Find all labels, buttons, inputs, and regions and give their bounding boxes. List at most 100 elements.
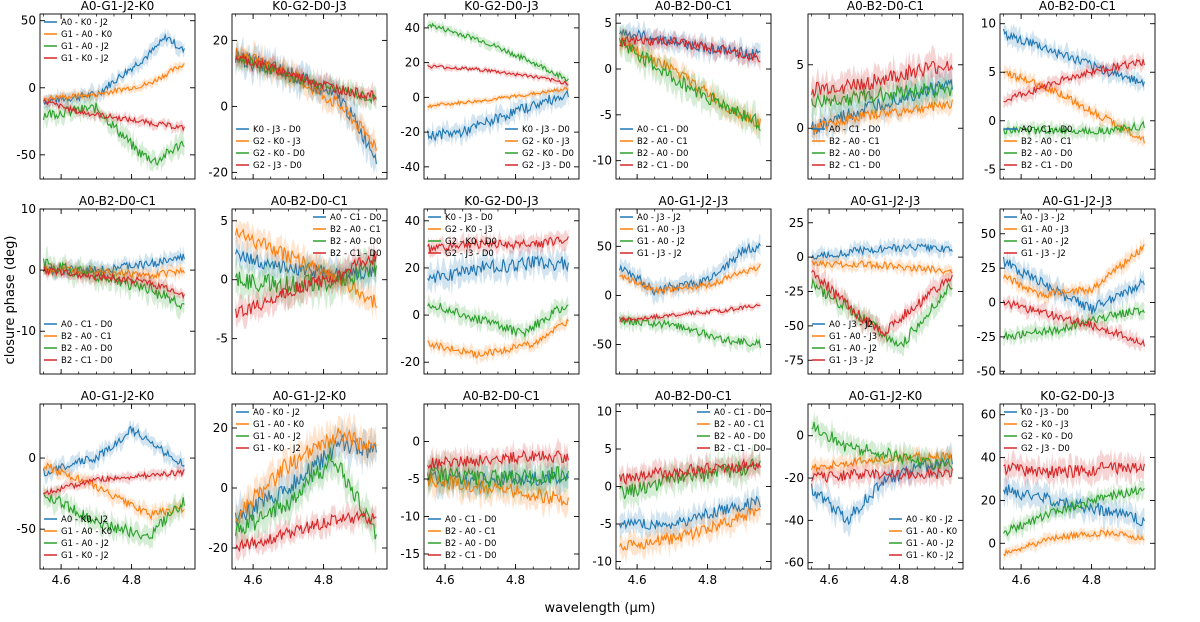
legend-entry: G2 - J3 - D0 [1021, 444, 1070, 454]
legend-entry: G2 - K0 - J3 [1021, 420, 1069, 430]
series-line [427, 255, 569, 283]
y-tick-label: 25 [789, 216, 804, 230]
series-uncertainty-band [1003, 293, 1145, 354]
series-uncertainty-band [235, 235, 377, 330]
chart-title: A0-B2-D0-C1 [655, 0, 732, 13]
legend-entry: G1 - J3 - J2 [1021, 249, 1066, 259]
series-uncertainty-band [619, 443, 761, 512]
legend-entry: G1 - A0 - K0 [61, 527, 112, 537]
legend-entry: B2 - A0 - D0 [330, 237, 381, 247]
series-line [234, 250, 377, 319]
plot-area [1002, 22, 1145, 149]
legend-entry: A0 - K0 - J2 [906, 515, 953, 525]
chart-title: A0-B2-D0-C1 [847, 0, 924, 13]
legend-entry: K0 - J3 - D0 [445, 213, 493, 223]
x-tick-label: 4.8 [698, 573, 717, 587]
legend: A0 - C1 - D0 B2 - A0 - C1 B2 - A0 - D0 B2 -… [428, 515, 496, 561]
series-uncertainty-band [427, 293, 569, 346]
y-tick-label: -15 [400, 547, 420, 561]
x-tick-label: 4.6 [820, 573, 839, 587]
series-line [810, 83, 953, 109]
y-tick-label: -60 [784, 556, 804, 570]
legend-entry: A0 - C1 - D0 [445, 515, 496, 525]
series-uncertainty-band [235, 440, 377, 555]
legend-entry: K0 - J3 - D0 [522, 125, 570, 135]
legend-entry: G1 - A0 - J2 [253, 432, 301, 442]
y-tick-label: 20 [213, 421, 228, 435]
series-line [427, 302, 569, 339]
axes-frame [807, 403, 964, 570]
y-tick-label: -50 [16, 522, 36, 536]
y-tick-label: 10 [597, 405, 612, 419]
series-uncertainty-band [1003, 50, 1145, 109]
legend: K0 - J3 - D0 G2 - K0 - J3 G2 - K0 - D0 G2 -… [1004, 408, 1073, 454]
y-tick-label: 0 [604, 62, 612, 76]
series-uncertainty-band [43, 464, 185, 499]
series-uncertainty-band [811, 259, 953, 345]
axes-frame [423, 208, 580, 375]
legend-entry: G2 - K0 - D0 [253, 149, 305, 159]
y-axis-label: closure phase (deg) [3, 236, 18, 365]
plot-area [618, 233, 761, 357]
series-uncertainty-band [619, 233, 761, 306]
x-tick-label: 4.6 [52, 573, 71, 587]
chart-title: K0-G2-D0-J3 [464, 0, 539, 13]
series-uncertainty-band [811, 457, 953, 491]
y-tick-label: -50 [976, 364, 996, 378]
series-line [619, 507, 761, 551]
legend: A0 - K0 - J2 G1 - A0 - K0 G1 - A0 - J2 G1 -… [236, 408, 304, 454]
legend-entry: G1 - K0 - J2 [61, 551, 109, 561]
chart-panel: A0-G1-J2-K0 4.6 4.8 -50 0 A0 - K0 - J2 G1 - A0… [16, 389, 196, 587]
legend: A0 - J3 - J2 G1 - A0 - J3 G1 - A0 - J2 G1 -… [812, 320, 877, 366]
series-line [234, 258, 377, 294]
series-line [619, 458, 761, 500]
legend-entry: A0 - C1 - D0 [330, 213, 381, 223]
y-tick-label: 0 [220, 481, 228, 495]
legend-entry: B2 - A0 - D0 [61, 344, 112, 354]
y-tick-label: 25 [981, 261, 996, 275]
series-line [618, 242, 761, 297]
y-tick-label: 40 [405, 21, 420, 35]
legend-entry: G1 - A0 - K0 [253, 420, 304, 430]
y-tick-label: 0 [412, 90, 420, 104]
legend-entry: G2 - J3 - D0 [253, 161, 302, 171]
series-line [234, 510, 377, 553]
y-tick-label: 50 [597, 239, 612, 253]
series-line [427, 236, 569, 254]
y-tick-label: 20 [981, 493, 996, 507]
series-line [619, 263, 761, 295]
legend-entry: G1 - K0 - J2 [253, 444, 301, 454]
series-line [619, 303, 761, 322]
plot-area [1002, 237, 1145, 354]
series-uncertainty-band [1003, 114, 1145, 143]
legend-entry: B2 - A0 - C1 [829, 137, 880, 147]
y-tick-label: 5 [220, 214, 228, 228]
legend-entry: B2 - C1 - D0 [1021, 161, 1072, 171]
legend: A0 - C1 - D0 B2 - A0 - C1 B2 - A0 - D0 B2 -… [313, 213, 381, 259]
series-line [1002, 256, 1145, 315]
series-uncertainty-band [1003, 63, 1145, 149]
series-uncertainty-band [619, 449, 761, 495]
y-tick-label: 60 [981, 408, 996, 422]
legend: A0 - C1 - D0 B2 - A0 - C1 B2 - A0 - D0 B2 -… [697, 408, 765, 454]
legend-entry: A0 - C1 - D0 [637, 125, 688, 135]
chart-title: A0-G1-J2-K0 [81, 0, 155, 13]
y-tick-label: 0 [220, 273, 228, 287]
series-uncertainty-band [43, 245, 185, 320]
chart-panel: A0-B2-D0-C1 -5 0 5 A0 - C1 - D0 B2 - A0 - C1 B… [216, 194, 388, 375]
series-line [1002, 28, 1145, 88]
series-line [234, 454, 377, 540]
series-line [427, 449, 569, 470]
y-tick-label: -40 [784, 513, 804, 527]
legend-entry: B2 - C1 - D0 [61, 356, 112, 366]
series-line [43, 265, 185, 280]
chart-panel: A0-G1-J2-J3 -50 0 50 A0 - J3 - J2 G1 - A0 - J… [592, 194, 772, 375]
y-tick-label: 0 [28, 451, 36, 465]
plot-area [810, 411, 953, 538]
axes-frame [999, 13, 1156, 180]
chart-title: A0-B2-D0-C1 [271, 194, 348, 208]
legend-entry: B2 - A0 - C1 [445, 527, 496, 537]
chart-panel: A0-B2-D0-C1 -5 0 5 10 A0 - C1 - D0 B2 - A0 - C… [981, 0, 1156, 180]
plot-area [234, 411, 377, 562]
series-line [42, 102, 185, 166]
